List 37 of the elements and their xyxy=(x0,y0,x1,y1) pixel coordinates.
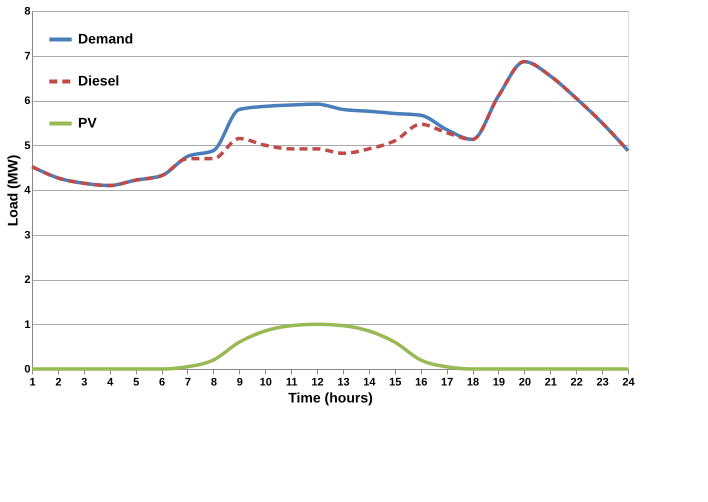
x-tick-label: 22 xyxy=(570,376,583,388)
y-tick-label: 2 xyxy=(24,274,30,286)
x-tick-label: 7 xyxy=(184,376,192,388)
x-tick-label: 4 xyxy=(107,376,114,388)
x-tick-label: 10 xyxy=(260,376,272,388)
x-axis-title: Time (hours) xyxy=(288,390,373,406)
x-tick-label: 13 xyxy=(337,376,350,388)
x-tick-label: 17 xyxy=(440,376,454,388)
x-tick-label: 24 xyxy=(622,376,636,388)
x-tick-label: 6 xyxy=(159,376,166,388)
legend-label: PV xyxy=(78,114,98,130)
y-tick-label: 5 xyxy=(24,140,30,152)
y-tick-label: 6 xyxy=(24,95,30,107)
y-tick-label: 4 xyxy=(24,184,32,196)
x-tick-label: 16 xyxy=(415,376,428,388)
x-tick-label: 5 xyxy=(133,376,140,388)
x-tick-label: 9 xyxy=(236,376,243,388)
y-tick-label: 3 xyxy=(24,229,30,242)
x-tick-label: 15 xyxy=(389,376,402,388)
x-tick-label: 19 xyxy=(492,376,506,388)
x-tick-label: 11 xyxy=(286,376,298,388)
x-tick-label: 18 xyxy=(466,376,480,388)
x-tick-label: 21 xyxy=(544,376,557,388)
x-tick-label: 20 xyxy=(518,376,531,388)
legend-label: Diesel xyxy=(78,72,120,88)
y-tick-label: 0 xyxy=(24,364,30,376)
x-tick-label: 8 xyxy=(210,376,217,388)
legend-label: Demand xyxy=(78,30,134,46)
x-tick-label: 14 xyxy=(363,376,376,388)
x-tick-label: 2 xyxy=(55,376,62,388)
x-tick-label: 12 xyxy=(311,376,324,388)
y-axis-title: Load (MW) xyxy=(4,154,20,226)
y-tick-label: 8 xyxy=(24,6,30,18)
x-tick-label: 3 xyxy=(81,376,88,388)
y-tick-label: 1 xyxy=(24,318,30,331)
x-tick-label: 23 xyxy=(596,376,609,388)
y-tick-label: 7 xyxy=(24,50,30,62)
